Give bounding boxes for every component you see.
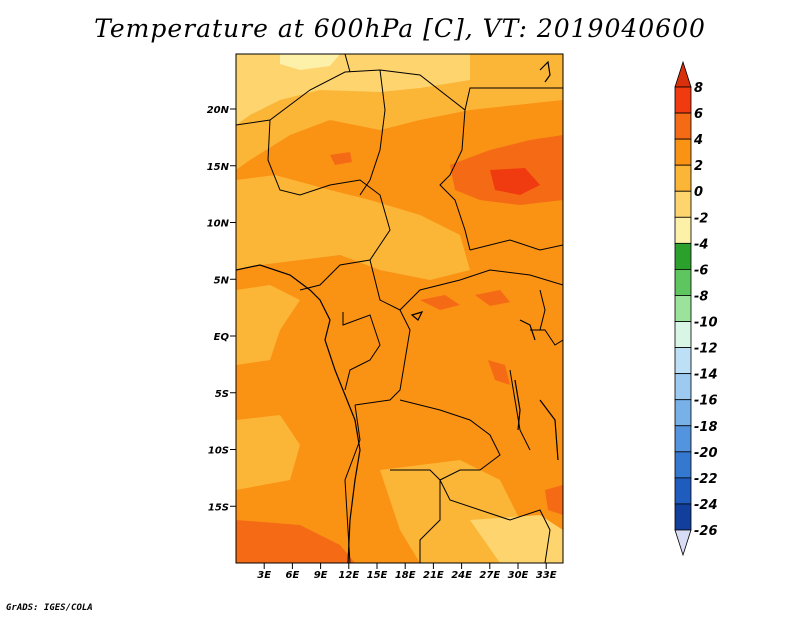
colorbar-label: -26 xyxy=(694,524,718,539)
colorbar-swatch xyxy=(674,451,692,479)
colorbar-label: -18 xyxy=(694,420,718,435)
lon-axis: 3E 6E 9E 12E 15E 18E 21E 24E 27E 30E 33E xyxy=(257,563,557,581)
colorbar-label: -14 xyxy=(694,368,718,383)
lat-axis: 20N 15N 10N 5N EQ 5S 10S 15S xyxy=(207,105,236,513)
colorbar-swatch xyxy=(674,477,692,505)
colorbar-label: -16 xyxy=(694,394,718,409)
colorbar-label: 6 xyxy=(694,107,703,122)
colorbar-top-arrow xyxy=(674,60,692,88)
lon-tick-label: 12E xyxy=(338,570,359,581)
colorbar-swatch xyxy=(674,321,692,348)
colorbar-label: 0 xyxy=(694,185,703,200)
lat-tick-label: 5N xyxy=(214,275,230,286)
colorbar-swatch xyxy=(674,373,692,401)
lat-tick-label: 5S xyxy=(215,389,229,400)
lon-tick-label: 15E xyxy=(367,570,388,581)
colorbar-swatch xyxy=(674,399,692,427)
lon-tick-label: 33E xyxy=(536,570,557,581)
colorbar-label: -24 xyxy=(694,498,718,513)
colorbar-label: -10 xyxy=(694,316,718,331)
colorbar-label: -12 xyxy=(694,342,718,357)
coastlines xyxy=(236,60,559,563)
lat-tick-label: 10N xyxy=(207,219,230,230)
colorbar: 8 6 4 2 0 -2 -4 -6 -8 -10 -12 -14 -16 -18 -20 -22 -24 -26 xyxy=(674,60,718,557)
colorbar-swatch xyxy=(674,295,692,322)
colorbar-label: -8 xyxy=(694,289,708,304)
colorbar-swatch xyxy=(674,112,692,140)
lat-tick-label: 15N xyxy=(207,162,230,173)
lon-tick-label: 6E xyxy=(286,570,300,581)
colorbar-swatch xyxy=(674,503,692,531)
colorbar-swatch xyxy=(674,425,692,453)
lat-tick-label: EQ xyxy=(214,332,230,343)
lat-tick-label: 15S xyxy=(208,502,229,513)
country-borders xyxy=(236,54,563,563)
lon-tick-label: 21E xyxy=(423,570,444,581)
colorbar-label: 8 xyxy=(694,81,703,96)
colorbar-swatch xyxy=(674,242,692,270)
colorbar-swatch xyxy=(674,347,692,375)
map-title: Temperature at 600hPa [C], VT: 201904060… xyxy=(94,14,706,43)
colorbar-label: -4 xyxy=(694,237,708,252)
colorbar-swatch xyxy=(674,190,692,218)
lon-tick-label: 9E xyxy=(314,570,328,581)
colorbar-bottom-arrow xyxy=(674,529,692,557)
grads-credit: GrADS: IGES/COLA xyxy=(6,603,93,613)
lon-tick-label: 18E xyxy=(395,570,416,581)
lon-tick-label: 27E xyxy=(479,570,500,581)
colorbar-label: 4 xyxy=(693,133,703,148)
colorbar-swatch xyxy=(674,269,692,296)
colorbar-label: -20 xyxy=(694,446,718,461)
map-frame xyxy=(235,53,564,564)
temperature-field xyxy=(236,54,563,563)
colorbar-swatch xyxy=(674,86,692,114)
lat-tick-label: 20N xyxy=(207,105,230,116)
colorbar-swatch xyxy=(674,164,692,192)
colorbar-swatch xyxy=(674,138,692,166)
lon-tick-label: 24E xyxy=(451,570,472,581)
colorbar-label: -6 xyxy=(694,263,708,278)
lon-tick-label: 3E xyxy=(257,570,271,581)
lon-tick-label: 30E xyxy=(508,570,529,581)
colorbar-label: -2 xyxy=(694,211,708,226)
colorbar-label: -22 xyxy=(694,472,718,487)
colorbar-label: 2 xyxy=(694,159,703,174)
colorbar-swatch xyxy=(674,216,692,244)
lat-tick-label: 10S xyxy=(208,446,229,457)
